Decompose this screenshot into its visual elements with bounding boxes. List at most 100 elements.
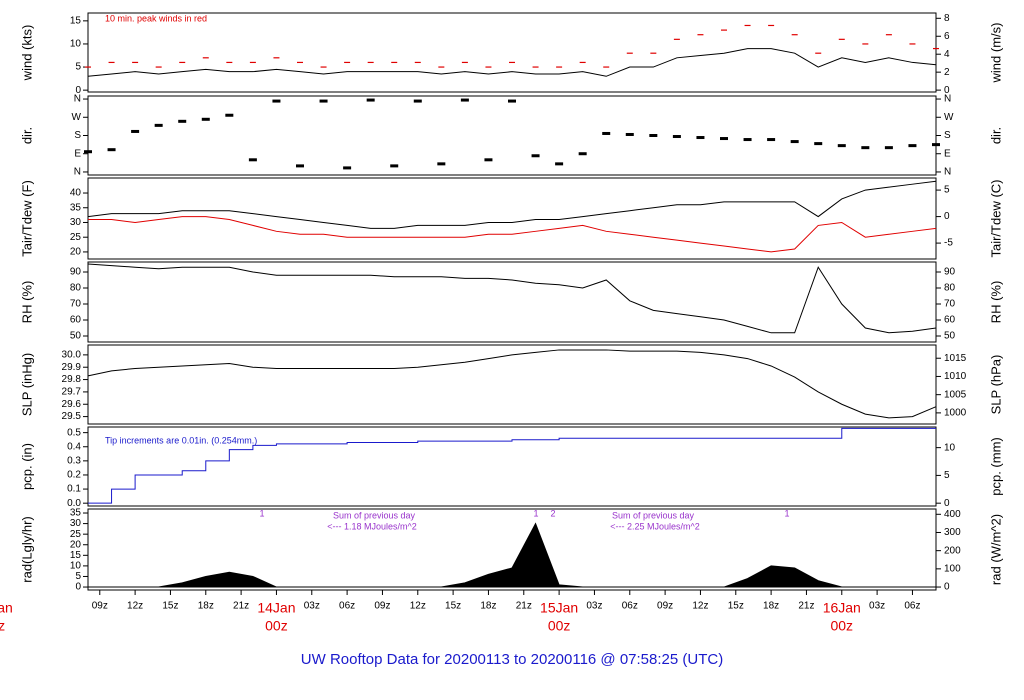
line xyxy=(87,180,937,229)
y-tick-label: 80 xyxy=(70,283,82,294)
y2-axis-label: dir. xyxy=(988,127,1003,144)
y-tick-label: 30.0 xyxy=(62,350,82,361)
y2-tick-label: 10 xyxy=(944,442,956,453)
x-tick-label: 21z xyxy=(798,601,814,612)
day-hour-label: 00z xyxy=(830,618,853,634)
dot xyxy=(696,136,705,140)
day-label: 16Jan xyxy=(823,600,861,616)
y2-tick-label: 8 xyxy=(944,13,950,24)
y2-tick-label: 6 xyxy=(944,31,950,42)
dot xyxy=(296,164,304,168)
dot xyxy=(602,131,611,135)
y-axis-label: dir. xyxy=(19,127,34,144)
y2-tick-label: 2 xyxy=(944,67,950,78)
x-tick-label: 09z xyxy=(92,601,108,612)
area xyxy=(88,522,936,588)
x-tick-label: 03z xyxy=(304,601,320,612)
y2-tick-label: 0 xyxy=(944,211,950,222)
y-tick-label: 29.5 xyxy=(62,411,82,422)
y2-tick-label: 1010 xyxy=(944,371,967,382)
y-tick-label: 0.4 xyxy=(67,441,81,452)
annotation: 1 xyxy=(533,508,538,518)
y-axis-label: Tair/Tdew (F) xyxy=(19,180,34,257)
y-tick-label: 0.5 xyxy=(67,427,81,438)
dot xyxy=(814,142,823,146)
annotation: 1 xyxy=(784,508,789,518)
y-tick-label: 15 xyxy=(70,15,82,26)
annotation: 1 xyxy=(259,508,264,518)
y2-tick-label: 1015 xyxy=(944,353,967,364)
x-tick-label: 03z xyxy=(586,601,602,612)
dot xyxy=(672,135,681,139)
x-tick-label: 12z xyxy=(127,601,143,612)
x-tick-label: 18z xyxy=(198,601,214,612)
dot xyxy=(790,140,799,144)
y-tick-label: 50 xyxy=(70,331,82,342)
dot xyxy=(84,150,92,154)
y-tick-label: 10 xyxy=(70,561,82,572)
panel-frame xyxy=(87,261,937,343)
x-tick-label: 18z xyxy=(480,601,496,612)
day-label: 13Jan xyxy=(0,600,13,616)
y-tick-label: 29.8 xyxy=(62,374,82,385)
y2-axis-label: pcp. (mm) xyxy=(988,437,1003,496)
annotation: <--- 1.18 MJoules/m^2 xyxy=(327,521,417,531)
x-tick-label: 21z xyxy=(233,601,249,612)
y2-tick-label: 200 xyxy=(944,545,961,556)
y-tick-label: 0.1 xyxy=(67,484,81,495)
line xyxy=(87,263,937,334)
day-hour-label: 00z xyxy=(265,618,288,634)
y2-tick-label: 60 xyxy=(944,315,956,326)
y-tick-label: N xyxy=(74,167,81,178)
y-tick-label: 20 xyxy=(70,247,82,258)
y-axis-label: wind (kts) xyxy=(19,25,34,82)
y-tick-label: 30 xyxy=(70,217,82,228)
y-tick-label: 35 xyxy=(70,202,82,213)
x-tick-label: 06z xyxy=(339,601,355,612)
y2-tick-label: 0 xyxy=(944,582,950,593)
dot xyxy=(366,98,375,102)
panel-frame xyxy=(87,344,937,425)
line xyxy=(87,349,937,419)
x-tick-label: 09z xyxy=(374,601,390,612)
annotation: Tip increments are 0.01in. (0.254mm.) xyxy=(105,435,257,445)
y2-axis-label: rad (W/m^2) xyxy=(988,514,1003,585)
x-tick-label: 06z xyxy=(622,601,638,612)
day-hour-label: 00z xyxy=(0,618,5,634)
dot xyxy=(154,123,163,127)
panel-frame xyxy=(87,95,937,176)
y-tick-label: 5 xyxy=(75,62,81,73)
x-tick-label: 21z xyxy=(516,601,532,612)
x-tick-label: 06z xyxy=(904,601,920,612)
y-axis-label: SLP (inHg) xyxy=(19,353,34,416)
day-label: 15Jan xyxy=(540,600,578,616)
dot xyxy=(343,166,352,170)
dot xyxy=(649,134,658,137)
dot xyxy=(578,152,587,156)
y2-tick-label: -5 xyxy=(944,238,953,249)
dot xyxy=(932,143,940,147)
dot xyxy=(178,119,187,123)
dot xyxy=(248,158,257,162)
y2-tick-label: 0 xyxy=(944,85,950,96)
y2-tick-label: N xyxy=(944,167,951,178)
y-tick-label: S xyxy=(74,130,81,141)
dot xyxy=(272,99,281,103)
y2-tick-label: 90 xyxy=(944,267,956,278)
y-tick-label: 0 xyxy=(75,582,81,593)
y-tick-label: 10 xyxy=(70,39,82,50)
line xyxy=(87,48,937,77)
dot xyxy=(484,158,493,162)
y-axis-label: pcp. (in) xyxy=(19,443,34,490)
y-tick-label: 15 xyxy=(70,550,82,561)
y-tick-label: 25 xyxy=(70,529,82,540)
y2-axis-label: RH (%) xyxy=(988,281,1003,324)
x-tick-label: 18z xyxy=(763,601,779,612)
x-tick-label: 12z xyxy=(410,601,426,612)
chart-title: UW Rooftop Data for 20200113 to 20200116… xyxy=(301,651,723,668)
y2-tick-label: 0 xyxy=(944,498,950,509)
day-hour-label: 00z xyxy=(548,618,571,634)
y2-tick-label: 5 xyxy=(944,470,950,481)
y2-tick-label: W xyxy=(944,112,954,123)
y-tick-label: 29.9 xyxy=(62,362,82,373)
